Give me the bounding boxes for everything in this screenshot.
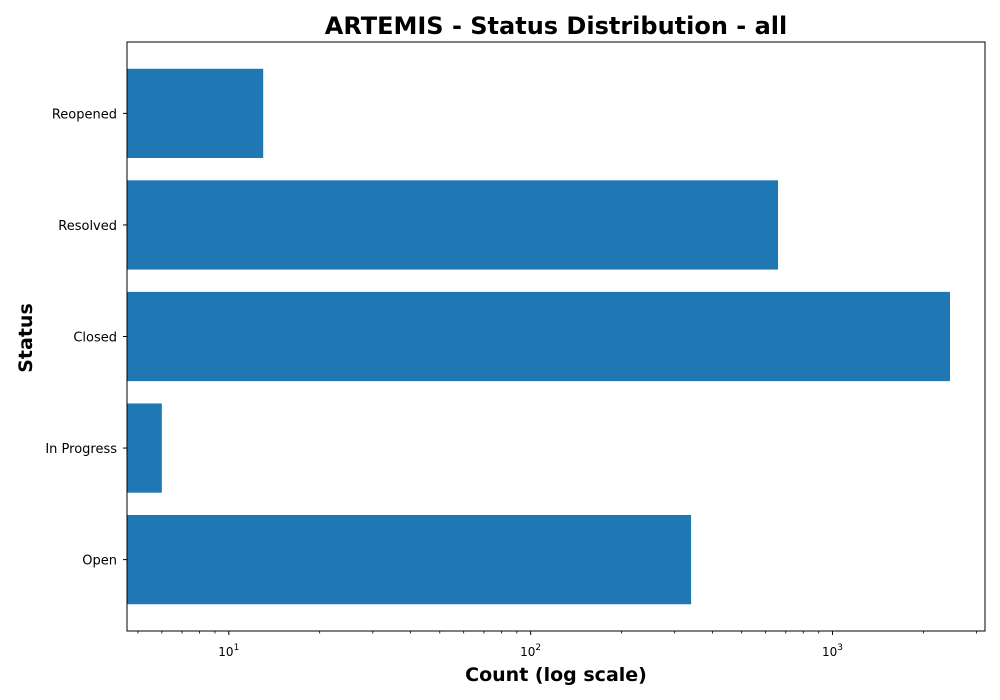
x-tick-label-100: 102 — [520, 643, 541, 659]
y-tick-label-in-progress: In Progress — [45, 442, 117, 457]
x-tick-label-1000: 103 — [822, 643, 843, 659]
y-tick-label-reopened: Reopened — [52, 107, 117, 122]
y-axis-label: Status — [15, 303, 37, 373]
bars-group — [127, 68, 950, 605]
x-tick-label-10: 101 — [218, 643, 239, 659]
chart-title: ARTEMIS - Status Distribution - all — [325, 12, 788, 40]
y-tick-label-open: Open — [82, 554, 117, 569]
x-axis-ticks: 101 102 103 — [137, 631, 977, 659]
bar-open — [127, 514, 692, 605]
y-tick-label-resolved: Resolved — [58, 219, 117, 234]
bar-closed — [127, 291, 950, 382]
bar-resolved — [127, 180, 779, 270]
bar-reopened — [127, 68, 264, 159]
y-axis-ticks: Open In Progress Closed Resolved Reopened — [45, 107, 127, 569]
x-axis-label: Count (log scale) — [465, 664, 647, 686]
y-tick-label-closed: Closed — [73, 331, 117, 346]
bar-in-progress — [127, 403, 162, 493]
